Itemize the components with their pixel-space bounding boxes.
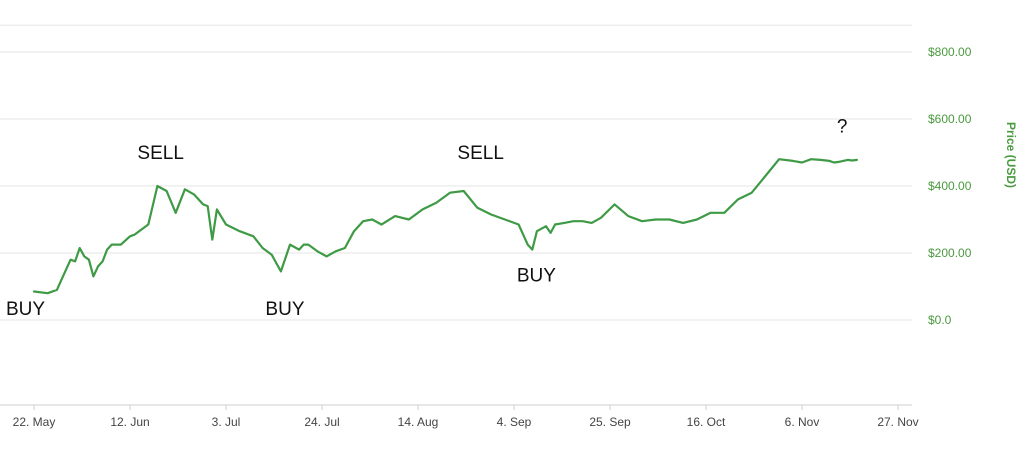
annotation-buy: BUY <box>6 299 45 320</box>
annotation-buy: BUY <box>265 299 304 320</box>
gridlines <box>0 24 912 321</box>
y-axis-title: Price (USD) <box>1004 122 1018 188</box>
x-tick-label: 6. Nov <box>785 415 820 429</box>
annotation-sell: SELL <box>457 143 503 164</box>
annotations: BUY SELL BUY SELL BUY? <box>6 116 847 320</box>
annotation-buy: BUY <box>517 265 556 286</box>
x-tick-label: 24. Jul <box>304 415 339 429</box>
annotation-sell: SELL <box>137 143 183 164</box>
x-tick-label: 16. Oct <box>687 415 726 429</box>
x-tick-label: 14. Aug <box>398 415 439 429</box>
price-series-line <box>32 158 858 295</box>
annotation-question: ? <box>837 116 848 137</box>
x-tick-label: 4. Sep <box>497 415 532 429</box>
y-tick-label: $400.00 <box>928 179 972 193</box>
x-tick-label: 3. Jul <box>212 415 241 429</box>
y-tick-label: $200.00 <box>928 246 972 260</box>
y-tick-label: $600.00 <box>928 112 972 126</box>
x-tick-label: 25. Sep <box>589 415 631 429</box>
y-axis-labels: $0.0 $200.00 $400.00 $600.00 $800.00 <box>928 45 972 327</box>
series-group <box>32 158 858 295</box>
x-tick-label: 27. Nov <box>877 415 918 429</box>
x-tick-label: 22. May <box>13 415 56 429</box>
y-tick-label: $0.0 <box>928 313 952 327</box>
x-tick-label: 12. Jun <box>110 415 149 429</box>
x-axis: 22. May 12. Jun 3. Jul 24. Jul 14. Aug 4. Sep… <box>0 404 919 429</box>
y-tick-label: $800.00 <box>928 45 972 59</box>
